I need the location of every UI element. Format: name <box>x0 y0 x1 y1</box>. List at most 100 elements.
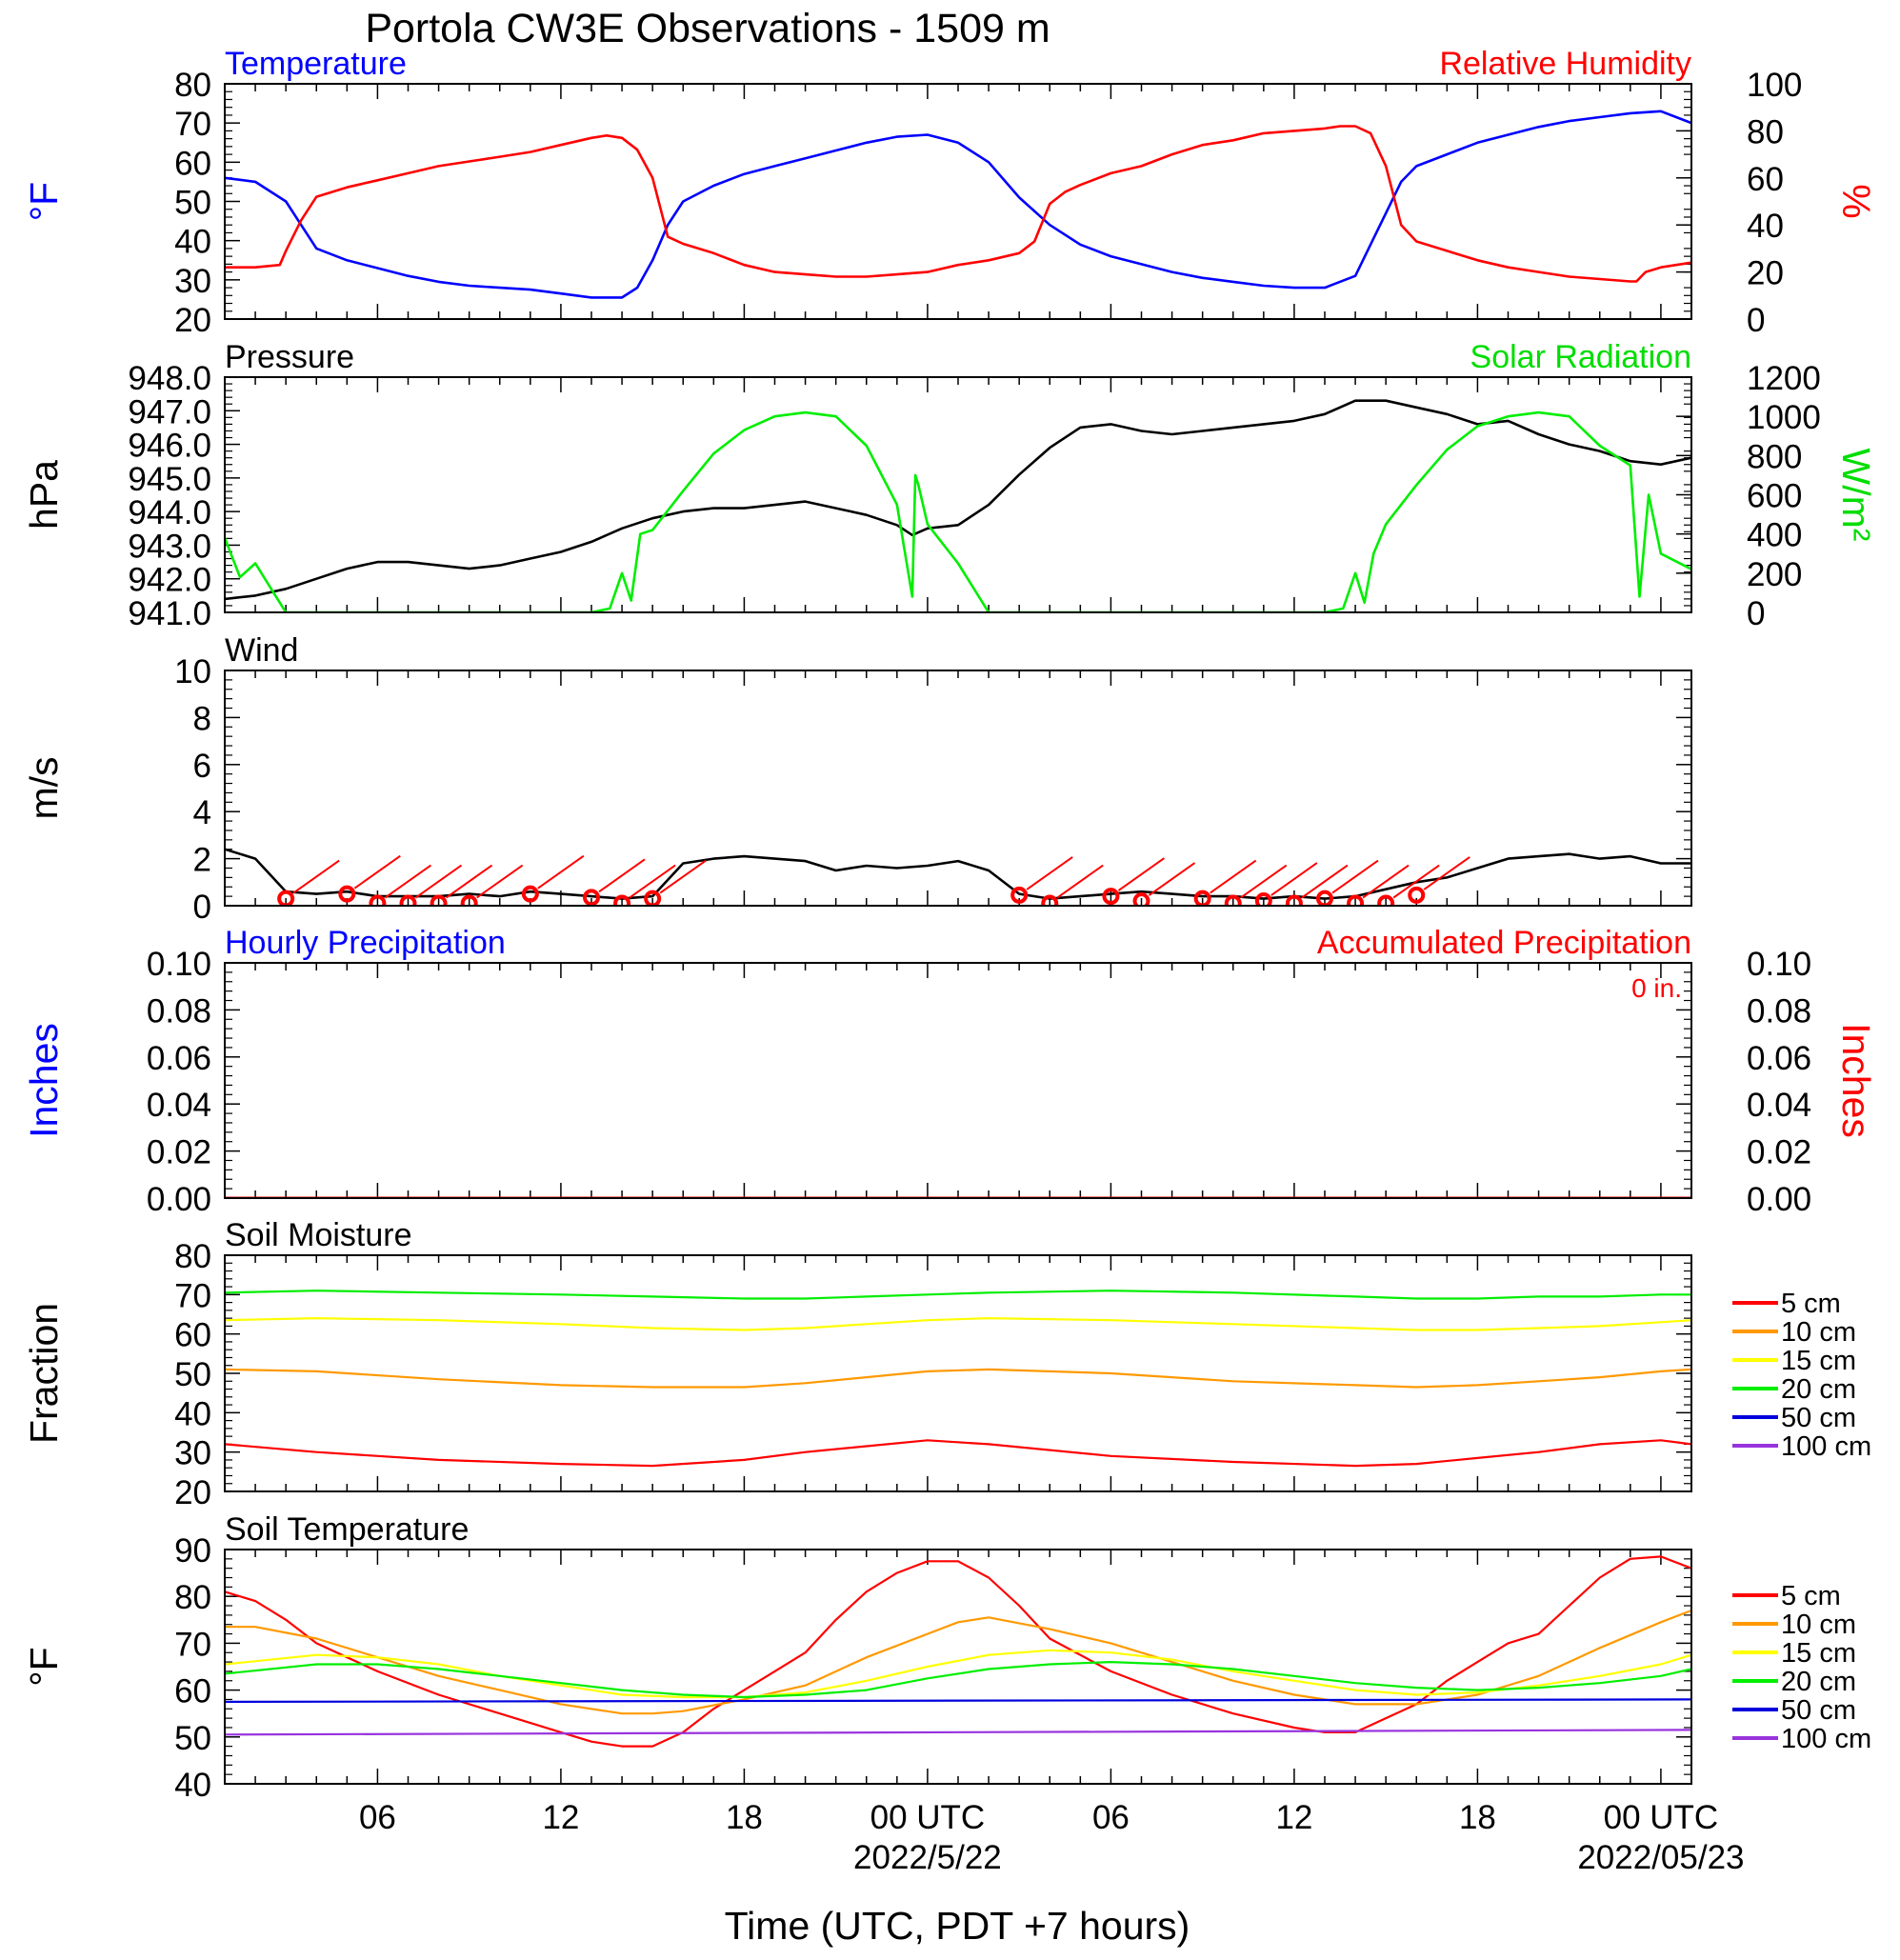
series-line-20-cm <box>225 1660 1691 1699</box>
y-tick-label: 944.0 <box>128 494 211 531</box>
y2-axis-label: % <box>1834 184 1878 218</box>
y2-tick-label: 0 <box>1747 302 1765 339</box>
x-tick-label: 12 <box>542 1799 579 1836</box>
wind-barb <box>1210 859 1257 894</box>
y-tick-label: 947.0 <box>128 393 211 430</box>
series-group <box>225 1555 1691 1748</box>
wind-barb <box>1148 862 1196 896</box>
series-line-5-cm <box>225 1555 1691 1748</box>
wind-calm-marker <box>1010 886 1029 904</box>
y2-tick-label: 0 <box>1747 595 1765 632</box>
y2-tick-label: 40 <box>1747 208 1784 245</box>
wind-calm-marker <box>521 885 539 903</box>
y-tick-label: 943.0 <box>128 528 211 565</box>
y2-tick-label: 100 <box>1747 67 1802 104</box>
y-tick-label: 0.02 <box>147 1134 211 1171</box>
x-tick-label: 18 <box>726 1799 763 1836</box>
y-tick-label: 60 <box>174 145 211 182</box>
panel-left-title: Soil Moisture <box>225 1217 412 1253</box>
y-tick-label: 0.08 <box>147 992 211 1030</box>
y-tick-label: 80 <box>174 1579 211 1616</box>
legend-label: 5 cm <box>1781 1289 1841 1319</box>
y-tick-label: 945.0 <box>128 461 211 498</box>
y-axis-label: m/s <box>22 756 66 819</box>
wind-barb <box>476 864 524 899</box>
y2-tick-label: 0.02 <box>1747 1134 1811 1171</box>
wind-calm-marker <box>460 894 478 906</box>
y-tick-label: 70 <box>174 1626 211 1663</box>
y2-tick-label: 0.00 <box>1747 1181 1811 1218</box>
panel-pressure-solar: 941.0942.0943.0944.0945.0946.0947.0948.0… <box>22 339 1878 632</box>
y-tick-label: 0.00 <box>147 1181 211 1218</box>
y-tick-label: 6 <box>193 748 211 785</box>
series-line-5-cm <box>225 1439 1691 1468</box>
series-group <box>225 848 1691 906</box>
y-tick-label: 40 <box>174 224 211 261</box>
wind-barb <box>659 859 707 894</box>
series-line-solar-radiation <box>225 410 1691 612</box>
wind-barb <box>1392 864 1440 899</box>
wind-barb <box>446 864 493 899</box>
legend-label: 20 cm <box>1781 1374 1856 1405</box>
wind-barb <box>1240 864 1288 899</box>
legend-label: 100 cm <box>1781 1431 1871 1462</box>
y-tick-label: 20 <box>174 1474 211 1511</box>
series-group <box>225 399 1691 612</box>
series-line-50-cm <box>225 1698 1691 1704</box>
panel-right-title: Accumulated Precipitation <box>1317 925 1691 961</box>
panel-frame <box>224 1254 1692 1492</box>
y-tick-label: 10 <box>174 653 211 690</box>
y2-tick-label: 800 <box>1747 438 1802 475</box>
y2-tick-label: 60 <box>1747 161 1784 198</box>
y2-axis-label: Inches <box>1834 1023 1878 1138</box>
y-tick-label: 30 <box>174 1435 211 1472</box>
x-tick-label: 12 <box>1275 1799 1312 1836</box>
y-tick-label: 40 <box>174 1395 211 1432</box>
panel-left-title: Temperature <box>225 46 407 82</box>
y-tick-label: 70 <box>174 1277 211 1314</box>
x-tick-label: 00 UTC <box>1604 1799 1719 1836</box>
y-tick-label: 8 <box>193 700 211 737</box>
series-line-relative-humidity <box>225 125 1691 283</box>
y-tick-label: 60 <box>174 1317 211 1354</box>
x-tick-label: 00 UTC <box>870 1799 986 1836</box>
panel-wind: 0 2 4 6 8 10 m/s Wind <box>22 632 1692 926</box>
legend-label: 10 cm <box>1781 1317 1856 1348</box>
y2-tick-label: 600 <box>1747 478 1802 515</box>
wind-calm-marker <box>583 889 600 906</box>
panel-frame <box>224 962 1692 1199</box>
y-tick-label: 0 <box>193 889 211 926</box>
y-tick-label: 0.06 <box>147 1040 211 1077</box>
wind-calm-marker <box>399 894 417 906</box>
panel-left-title: Soil Temperature <box>225 1511 469 1548</box>
wind-barb <box>1270 862 1318 896</box>
wind-calm-marker <box>1408 886 1426 904</box>
panel-frame <box>224 670 1692 907</box>
legend-label: 20 cm <box>1781 1667 1856 1697</box>
wind-barb <box>1331 859 1379 894</box>
wind-barb <box>384 864 431 899</box>
wind-calm-marker <box>613 894 631 906</box>
y-tick-label: 80 <box>174 1238 211 1275</box>
y-tick-label: 30 <box>174 263 211 300</box>
series-group <box>225 110 1691 299</box>
wind-barb <box>1362 864 1410 899</box>
series-line-10-cm <box>225 1368 1691 1389</box>
y2-tick-label: 1200 <box>1747 360 1821 397</box>
wind-barb <box>292 859 340 894</box>
y-tick-label: 2 <box>193 842 211 879</box>
wind-calm-marker <box>1377 894 1395 906</box>
y-tick-label: 70 <box>174 106 211 143</box>
series-line-10-cm <box>225 1609 1691 1715</box>
wind-calm-marker <box>1132 892 1150 906</box>
panel-right-title: Solar Radiation <box>1470 339 1691 375</box>
y-tick-label: 60 <box>174 1673 211 1710</box>
wind-barb <box>353 854 401 890</box>
panel-left-title: Pressure <box>225 339 354 375</box>
figure-title: Portola CW3E Observations - 1509 m <box>365 6 1050 51</box>
